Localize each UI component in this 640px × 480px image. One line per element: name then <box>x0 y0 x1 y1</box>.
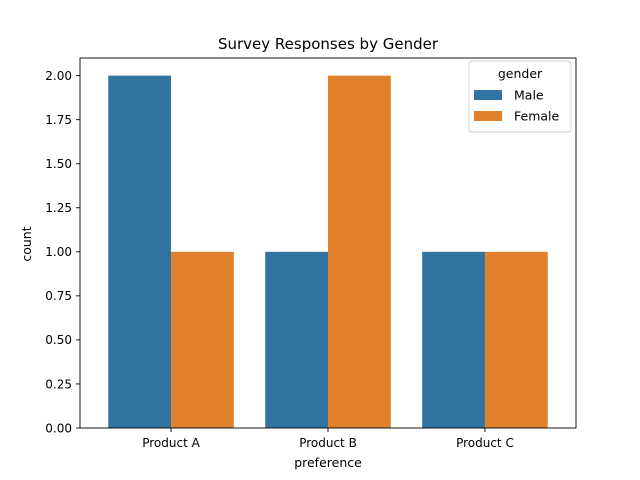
y-tick-label: 1.00 <box>45 245 72 259</box>
plot-frame <box>79 57 577 429</box>
x-axis-label: preference <box>294 455 362 470</box>
bars-group <box>108 75 548 428</box>
x-ticks-group: Product A Product B Product C <box>142 428 514 450</box>
y-tick-label: 0.25 <box>45 377 72 391</box>
y-tick-label: 0.50 <box>45 333 72 347</box>
y-tick-label: 1.75 <box>45 113 72 127</box>
y-tick-label: 0.00 <box>45 421 72 435</box>
legend-label-female: Female <box>514 109 560 124</box>
x-tick-label: Product C <box>456 436 514 450</box>
bar-male-product-a <box>108 75 172 428</box>
bar-male-product-b <box>265 251 328 428</box>
x-tick-label: Product B <box>299 436 357 450</box>
y-tick-label: 1.50 <box>45 157 72 171</box>
legend-swatch-female <box>474 111 502 121</box>
y-tick-label: 2.00 <box>45 69 72 83</box>
legend-items: Male Female <box>474 88 560 124</box>
bar-female-product-a <box>171 251 234 428</box>
bar-male-product-c <box>422 251 485 428</box>
legend-title: gender <box>498 66 543 81</box>
bar-female-product-b <box>328 75 391 428</box>
bar-female-product-c <box>484 251 548 428</box>
y-ticks-group: 0.00 0.25 0.50 0.75 1.00 1.25 1.50 1.75 2.00 <box>45 69 80 435</box>
x-tick-label: Product A <box>142 436 200 450</box>
legend: gender Male Female <box>468 60 572 133</box>
y-axis-label: count <box>19 226 34 261</box>
chart-title: Survey Responses by Gender <box>218 35 439 53</box>
legend-swatch-male <box>474 90 502 100</box>
y-tick-label: 1.25 <box>45 201 72 215</box>
y-tick-label: 0.75 <box>45 289 72 303</box>
legend-label-male: Male <box>514 88 544 103</box>
